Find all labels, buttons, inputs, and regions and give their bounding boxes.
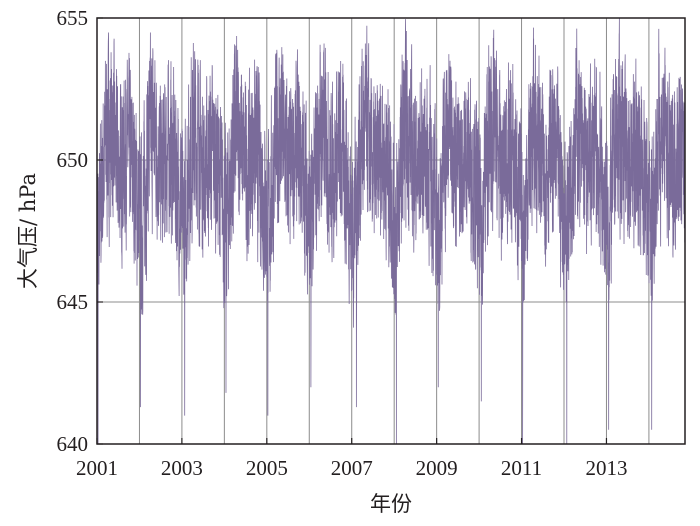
y-tick-label: 650 xyxy=(57,148,89,172)
y-tick-label: 640 xyxy=(57,432,89,456)
x-tick-label: 2013 xyxy=(585,456,627,480)
y-tick-label: 655 xyxy=(57,6,89,30)
plot-area-frame xyxy=(96,17,686,445)
y-axis-ticks: 640 645 650 655 xyxy=(57,6,103,456)
x-axis-title: 年份 xyxy=(370,492,412,516)
y-axis-title: 大气压/ hPa xyxy=(16,173,40,289)
pressure-series xyxy=(96,17,686,445)
x-axis-ticks: 2001 2003 2005 2007 2009 2011 2013 xyxy=(76,438,627,480)
x-tick-label: 2009 xyxy=(416,456,458,480)
pressure-series-line xyxy=(96,17,686,445)
y-tick-label: 645 xyxy=(57,290,89,314)
x-tick-label: 2011 xyxy=(501,456,542,480)
x-tick-label: 2007 xyxy=(331,456,373,480)
x-tick-label: 2003 xyxy=(161,456,203,480)
x-tick-label: 2001 xyxy=(76,456,118,480)
x-tick-label: 2005 xyxy=(246,456,288,480)
